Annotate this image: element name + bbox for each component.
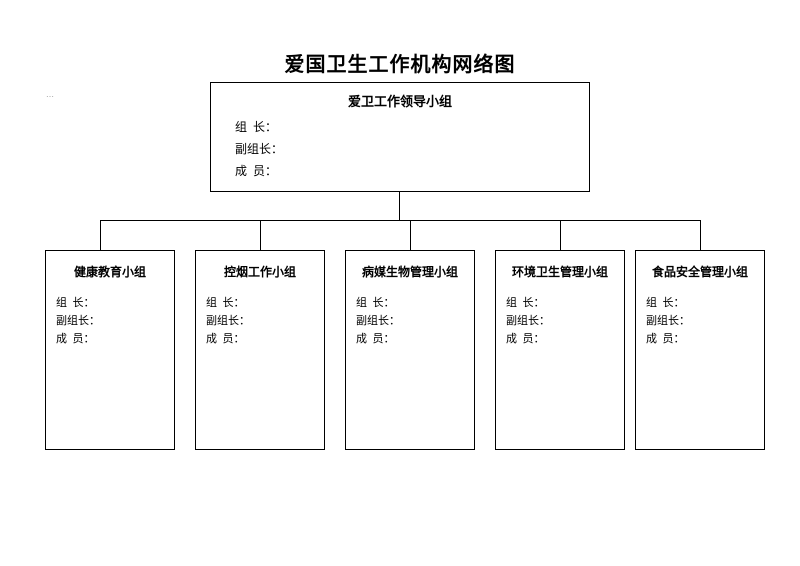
field-leader: 组 长：	[506, 294, 624, 312]
field-deputy: 副组长：	[206, 312, 324, 330]
child-node: 病媒生物管理小组组 长：副组长：成 员：	[345, 250, 475, 450]
child-node: 控烟工作小组组 长：副组长：成 员：	[195, 250, 325, 450]
root-node: 爱卫工作领导小组 组 长： 副组长： 成 员：	[210, 82, 590, 192]
child-node-fields: 组 长：副组长：成 员：	[636, 294, 764, 348]
connector-root-to-horiz	[399, 192, 400, 220]
field-leader: 组 长：	[646, 294, 764, 312]
child-node-fields: 组 长：副组长：成 员：	[46, 294, 174, 348]
connector-drop	[100, 220, 101, 250]
ellipsis-mark: …	[46, 90, 55, 99]
child-node-fields: 组 长：副组长：成 员：	[496, 294, 624, 348]
diagram-title: 爱国卫生工作机构网络图	[0, 0, 800, 77]
child-node: 健康教育小组组 长：副组长：成 员：	[45, 250, 175, 450]
field-members: 成 员：	[356, 330, 474, 348]
child-node: 食品安全管理小组组 长：副组长：成 员：	[635, 250, 765, 450]
field-members: 成 员：	[235, 160, 589, 182]
connector-drop	[410, 220, 411, 250]
field-members: 成 员：	[56, 330, 174, 348]
field-leader: 组 长：	[206, 294, 324, 312]
field-members: 成 员：	[206, 330, 324, 348]
child-node-title: 健康教育小组	[46, 251, 174, 294]
child-node-title: 控烟工作小组	[196, 251, 324, 294]
field-deputy: 副组长：	[235, 138, 589, 160]
connector-drop	[560, 220, 561, 250]
field-leader: 组 长：	[56, 294, 174, 312]
child-node-fields: 组 长：副组长：成 员：	[346, 294, 474, 348]
connector-drop	[700, 220, 701, 250]
field-members: 成 员：	[506, 330, 624, 348]
root-node-fields: 组 长： 副组长： 成 员：	[211, 116, 589, 182]
field-leader: 组 长：	[356, 294, 474, 312]
connector-horizontal	[100, 220, 700, 221]
field-deputy: 副组长：	[506, 312, 624, 330]
child-node-title: 病媒生物管理小组	[346, 251, 474, 294]
child-node-title: 环境卫生管理小组	[496, 251, 624, 294]
field-deputy: 副组长：	[56, 312, 174, 330]
child-node: 环境卫生管理小组组 长：副组长：成 员：	[495, 250, 625, 450]
connector-drop	[260, 220, 261, 250]
field-leader: 组 长：	[235, 116, 589, 138]
field-deputy: 副组长：	[646, 312, 764, 330]
child-node-fields: 组 长：副组长：成 员：	[196, 294, 324, 348]
root-node-title: 爱卫工作领导小组	[211, 83, 589, 116]
field-deputy: 副组长：	[356, 312, 474, 330]
field-members: 成 员：	[646, 330, 764, 348]
child-node-title: 食品安全管理小组	[636, 251, 764, 294]
